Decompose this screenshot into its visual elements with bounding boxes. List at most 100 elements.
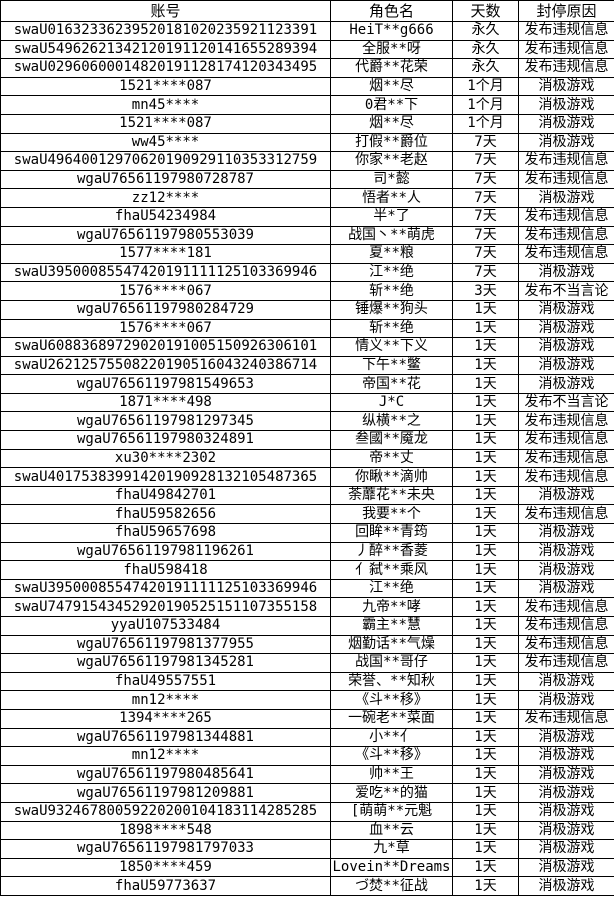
table-row: 1850****459 Lovein**Dreams 1天 消极游戏 xyxy=(0,857,614,878)
cell-days: 1天 xyxy=(452,355,519,376)
header-cell-days: 天数 xyxy=(452,0,519,22)
table-row: swaU49640012970620190929110353312759 你家*… xyxy=(0,151,614,171)
cell-role-name: 烟**尽 xyxy=(330,76,453,97)
table-row: fhaU49557551 荣誉、**知秋 1天 消极游戏 xyxy=(0,671,614,692)
cell-ban-reason: 发布违规信息 xyxy=(518,39,614,60)
table-row: fhaU54234984 半*了 7天 发布违规信息 xyxy=(0,206,614,227)
cell-ban-reason: 消极游戏 xyxy=(518,783,614,803)
cell-role-name: 烟**尽 xyxy=(330,113,453,134)
cell-ban-reason: 消极游戏 xyxy=(518,876,614,896)
cell-ban-reason: 消极游戏 xyxy=(518,299,614,320)
cell-account: wgaU76561197981345281 xyxy=(0,653,331,673)
table-row: 1576****067 斩**绝 1天 消极游戏 xyxy=(0,318,614,339)
cell-ban-reason: 消极游戏 xyxy=(518,857,614,878)
table-row: swaU54962621342120191120141655289394 全服*… xyxy=(0,39,614,60)
cell-days: 7天 xyxy=(452,206,519,227)
cell-account: wgaU76561197980324891 xyxy=(0,430,331,450)
cell-days: 1天 xyxy=(452,764,519,785)
table-row: mn45**** 0君**下 1个月 消极游戏 xyxy=(0,95,614,115)
cell-days: 1天 xyxy=(452,467,519,487)
cell-account: wgaU76561197981196261 xyxy=(0,541,331,562)
cell-account: 1521****087 xyxy=(0,113,331,134)
cell-role-name: 烟勤话**气燥 xyxy=(330,634,453,655)
cell-account: fhaU59582656 xyxy=(0,504,331,525)
cell-days: 1天 xyxy=(452,801,519,822)
cell-ban-reason: 发布违规信息 xyxy=(518,653,614,673)
cell-role-name: 我要**个 xyxy=(330,504,453,525)
cell-account: swaU74791543452920190525151107355158 xyxy=(0,597,331,617)
cell-ban-reason: 发布违规信息 xyxy=(518,634,614,655)
cell-role-name: 九*草 xyxy=(330,839,453,859)
table-header: 账号 角色名 天数 封停原因 xyxy=(0,0,614,22)
cell-role-name: 江**绝 xyxy=(330,262,453,283)
cell-role-name: 丿醉**香菱 xyxy=(330,541,453,562)
cell-days: 1天 xyxy=(452,783,519,803)
cell-ban-reason: 发布违规信息 xyxy=(518,225,614,246)
cell-role-name: 一碗老**菜面 xyxy=(330,708,453,729)
cell-days: 1天 xyxy=(452,485,519,506)
cell-role-name: 情义**下义 xyxy=(330,337,453,357)
cell-days: 1天 xyxy=(452,504,519,525)
cell-ban-reason: 消极游戏 xyxy=(518,560,614,580)
cell-account: fhaU49842701 xyxy=(0,485,331,506)
cell-account: xu30****2302 xyxy=(0,448,331,469)
cell-ban-reason: 消极游戏 xyxy=(518,318,614,339)
cell-role-name: HeiT**g666 xyxy=(330,21,453,41)
cell-role-name: 司*懿 xyxy=(330,169,453,190)
table-row: swaU40175383991420190928132105487365 你瞅*… xyxy=(0,467,614,487)
cell-account: wgaU76561197981549653 xyxy=(0,374,331,394)
cell-days: 1天 xyxy=(452,392,519,413)
table-row: mn12**** 《斗**移》 1天 消极游戏 xyxy=(0,690,614,710)
cell-role-name: 下午**鳖 xyxy=(330,355,453,376)
cell-role-name: 战国**哥仔 xyxy=(330,653,453,673)
table-row: swaU93246780059220200104183114285285 [萌萌… xyxy=(0,801,614,822)
table-row: fhaU59657698 回眸**青筠 1天 消极游戏 xyxy=(0,523,614,543)
cell-days: 7天 xyxy=(452,188,519,208)
cell-role-name: 你瞅**滴帅 xyxy=(330,467,453,487)
cell-account: mn45**** xyxy=(0,95,331,115)
cell-days: 1天 xyxy=(452,857,519,878)
cell-account: wgaU76561197981297345 xyxy=(0,411,331,432)
table-row: zz12**** 悟者**人 7天 消极游戏 xyxy=(0,188,614,208)
cell-days: 永久 xyxy=(452,39,519,60)
cell-role-name: J*C xyxy=(330,392,453,413)
cell-ban-reason: 消极游戏 xyxy=(518,578,614,599)
cell-ban-reason: 发布违规信息 xyxy=(518,58,614,78)
cell-role-name: 《斗**移》 xyxy=(330,746,453,766)
cell-ban-reason: 发布违规信息 xyxy=(518,169,614,190)
cell-account: wgaU76561197980728787 xyxy=(0,169,331,190)
cell-account: 1850****459 xyxy=(0,857,331,878)
cell-ban-reason: 消极游戏 xyxy=(518,355,614,376)
cell-account: fhaU59657698 xyxy=(0,523,331,543)
cell-days: 1天 xyxy=(452,299,519,320)
table-row: swaU74791543452920190525151107355158 九帝*… xyxy=(0,597,614,617)
cell-ban-reason: 发布不当言论 xyxy=(518,281,614,301)
cell-role-name: 九帝**哮 xyxy=(330,597,453,617)
cell-role-name: 回眸**青筠 xyxy=(330,523,453,543)
cell-role-name: 战国丶**萌虎 xyxy=(330,225,453,246)
table-row: fhaU598418 亻弑**乘风 1天 消极游戏 xyxy=(0,560,614,580)
cell-role-name: 代爵**花荣 xyxy=(330,58,453,78)
cell-ban-reason: 发布违规信息 xyxy=(518,206,614,227)
cell-days: 1天 xyxy=(452,337,519,357)
cell-role-name: 血**云 xyxy=(330,820,453,841)
cell-role-name: 纵横**之 xyxy=(330,411,453,432)
cell-role-name: [萌萌**元魁 xyxy=(330,801,453,822)
cell-ban-reason: 消极游戏 xyxy=(518,188,614,208)
cell-account: fhaU54234984 xyxy=(0,206,331,227)
cell-days: 1天 xyxy=(452,708,519,729)
cell-account: 1577****181 xyxy=(0,244,331,264)
cell-role-name: 斩**绝 xyxy=(330,318,453,339)
table-row: 1576****067 斩**绝 3天 发布不当言论 xyxy=(0,281,614,301)
cell-days: 1天 xyxy=(452,616,519,636)
table-row: 1577****181 夏**粮 7天 发布违规信息 xyxy=(0,244,614,264)
cell-days: 7天 xyxy=(452,262,519,283)
cell-ban-reason: 发布违规信息 xyxy=(518,616,614,636)
cell-ban-reason: 发布违规信息 xyxy=(518,504,614,525)
cell-ban-reason: 发布违规信息 xyxy=(518,21,614,41)
cell-account: swaU49640012970620190929110353312759 xyxy=(0,151,331,171)
cell-ban-reason: 消极游戏 xyxy=(518,820,614,841)
cell-role-name: 帝国**花 xyxy=(330,374,453,394)
cell-role-name: 亻弑**乘风 xyxy=(330,560,453,580)
cell-role-name: 锤爆**狗头 xyxy=(330,299,453,320)
